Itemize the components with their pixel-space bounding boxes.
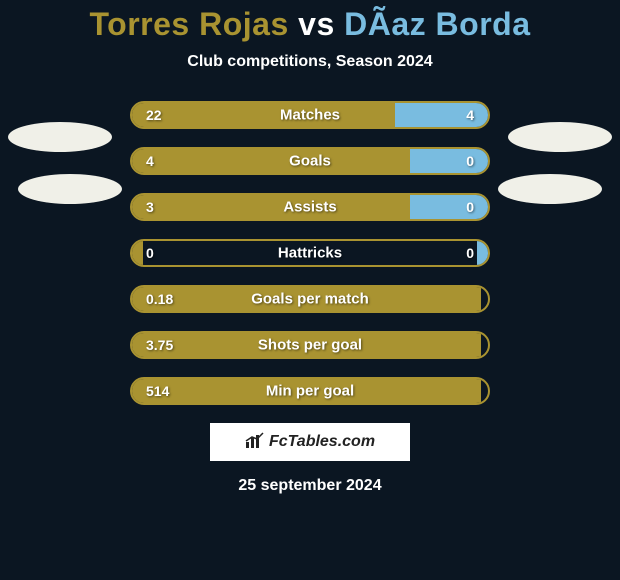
- stat-label: Assists: [283, 199, 336, 216]
- stat-fill-left: [132, 149, 410, 173]
- player1-name: Torres Rojas: [90, 6, 289, 42]
- stat-left-value: 514: [146, 383, 169, 399]
- stat-label: Matches: [280, 107, 340, 124]
- stat-label: Hattricks: [278, 245, 342, 262]
- stat-row: 0 Hattricks 0: [130, 239, 490, 267]
- stat-row: 3 Assists 0: [130, 193, 490, 221]
- footer-date: 25 september 2024: [0, 477, 620, 495]
- stat-fill-right: [410, 149, 488, 173]
- stat-right-value: 0: [466, 245, 474, 261]
- stat-row: 22 Matches 4: [130, 101, 490, 129]
- branding-text: FcTables.com: [269, 433, 375, 451]
- stat-row: 0.18 Goals per match: [130, 285, 490, 313]
- stat-label: Goals per match: [251, 291, 369, 308]
- stat-fill-left: [132, 195, 410, 219]
- branding-badge[interactable]: FcTables.com: [210, 423, 410, 461]
- stat-left-value: 3.75: [146, 337, 173, 353]
- stat-left-value: 0.18: [146, 291, 173, 307]
- stat-label: Shots per goal: [258, 337, 362, 354]
- vs-text: vs: [289, 6, 344, 42]
- stat-right-value: 4: [466, 107, 474, 123]
- stats-icon: [245, 432, 265, 453]
- stat-fill-left: [132, 103, 395, 127]
- stat-right-value: 0: [466, 199, 474, 215]
- stat-left-value: 22: [146, 107, 162, 123]
- avatar-placeholder: [508, 122, 612, 152]
- stat-fill-left: [132, 241, 143, 265]
- stat-row: 514 Min per goal: [130, 377, 490, 405]
- stat-fill-right: [477, 241, 488, 265]
- stat-row: 3.75 Shots per goal: [130, 331, 490, 359]
- stat-left-value: 4: [146, 153, 154, 169]
- stat-fill-right: [410, 195, 488, 219]
- stat-label: Goals: [289, 153, 331, 170]
- player2-name: DÃ­az Borda: [344, 6, 530, 42]
- avatar-placeholder: [18, 174, 122, 204]
- stat-label: Min per goal: [266, 383, 354, 400]
- stat-left-value: 3: [146, 199, 154, 215]
- stats-container: 22 Matches 4 4 Goals 0 3 Assists 0 0 Hattricks 0 0.1…: [130, 101, 490, 405]
- stat-row: 4 Goals 0: [130, 147, 490, 175]
- subtitle: Club competitions, Season 2024: [0, 53, 620, 71]
- comparison-title: Torres Rojas vs DÃ­az Borda: [0, 0, 620, 43]
- avatar-placeholder: [8, 122, 112, 152]
- stat-right-value: 0: [466, 153, 474, 169]
- avatar-placeholder: [498, 174, 602, 204]
- stat-left-value: 0: [146, 245, 154, 261]
